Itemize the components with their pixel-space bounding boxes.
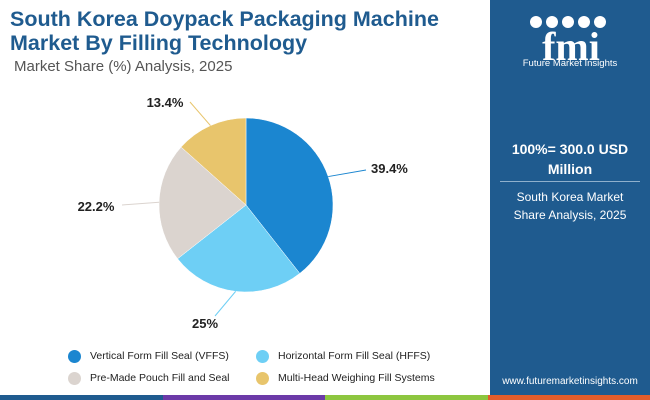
leader-line-multihead [189,101,211,126]
data-label-premade-pouch: 22.2% [78,199,115,214]
data-label-hffs: 25% [192,316,218,331]
chart-subtitle: Market Share (%) Analysis, 2025 [14,58,233,75]
chart-title: South Korea Doypack Packaging Machine Ma… [10,7,480,55]
stripe-segment [162,395,325,400]
pie-chart: 39.4% 25% 22.2% 13.4% [78,95,409,331]
data-label-multihead: 13.4% [147,95,184,110]
leader-line-vffs [328,169,367,178]
website-link[interactable]: www.futuremarketinsights.com [502,376,638,387]
leader-line-premade-pouch [121,201,160,206]
legend-label-multihead: Multi-Head Weighing Fill Systems [278,372,435,384]
legend-swatch-premade-pouch [68,371,81,385]
market-total-value: 100%= 300.0 USD Million [511,141,629,177]
data-label-vffs: 39.4% [371,161,408,176]
legend-swatch-hffs [256,349,269,363]
legend-swatch-multihead [256,371,269,385]
chart-title-line1: South Korea Doypack Packaging Machine [10,7,439,31]
fmi-logo: fmi [530,16,606,69]
market-total-caption: South Korea Market Share Analysis, 2025 [513,190,627,222]
sidebar-divider [500,181,640,182]
bottom-color-stripe [0,395,650,400]
legend-label-vffs: Vertical Form Fill Seal (VFFS) [90,350,229,362]
stripe-segment [487,395,650,400]
sidebar: fmi Future Market Insights 100%= 300.0 U… [490,0,650,400]
legend-item-hffs: Horizontal Form Fill Seal (HFFS) [256,348,430,364]
legend-item-premade-pouch: Pre-Made Pouch Fill and Seal [68,370,230,386]
logo-wordmark: fmi [542,24,600,69]
legend-label-premade-pouch: Pre-Made Pouch Fill and Seal [90,372,230,384]
legend-item-multihead: Multi-Head Weighing Fill Systems [256,370,435,386]
chart-panel: South Korea Doypack Packaging Machine Ma… [10,7,480,386]
legend-label-hffs: Horizontal Form Fill Seal (HFFS) [278,350,431,362]
stripe-segment [0,395,163,400]
legend-item-vffs: Vertical Form Fill Seal (VFFS) [68,348,229,364]
legend-swatch-vffs [68,349,81,363]
logo-header-icons [530,16,606,28]
stripe-segment [325,395,488,400]
logo-caption: Future Market Insights [522,58,618,69]
pie-slice-hffs [177,204,301,293]
chart-title-line2: Market By Filling Technology [10,31,308,55]
leader-line-hffs [214,291,237,317]
